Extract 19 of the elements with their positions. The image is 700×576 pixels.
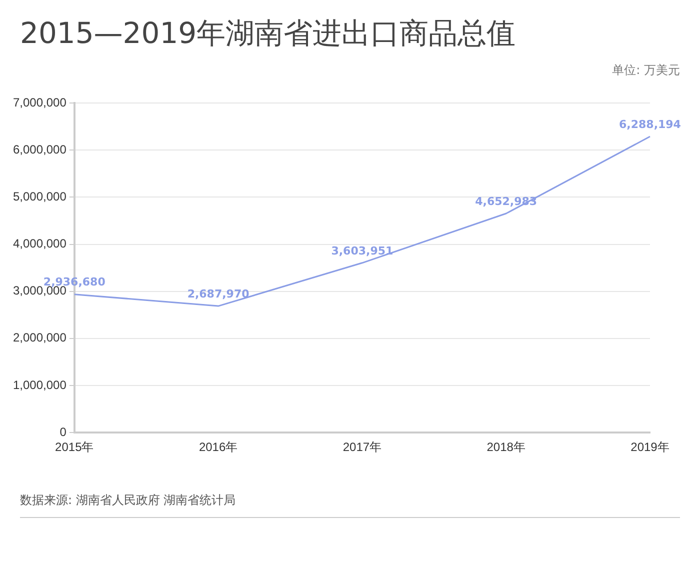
y-tick-label: 1,000,000 xyxy=(12,378,67,392)
x-tick-label: 2016年 xyxy=(198,440,238,454)
y-tick-label: 4,000,000 xyxy=(12,236,67,251)
x-tick-label: 2019年 xyxy=(630,440,670,454)
x-tick-label: 2015年 xyxy=(55,440,94,454)
chart-subtitle: 单位: 万美元 xyxy=(612,62,680,79)
data-label: 6,288,194 xyxy=(619,118,682,131)
chart-title: 2015—2019年湖南省进出口商品总值 xyxy=(20,15,516,52)
y-tick-label: 2,000,000 xyxy=(12,330,67,345)
source-note: 数据来源: 湖南省人民政府 湖南省统计局 xyxy=(20,492,680,518)
y-tick-label: 6,000,000 xyxy=(12,142,67,156)
data-label: 2,687,970 xyxy=(187,287,250,300)
data-label: 2,936,680 xyxy=(43,276,106,289)
x-tick-label: 2018年 xyxy=(486,440,526,454)
y-tick-label: 5,000,000 xyxy=(12,189,67,204)
y-tick-label: 0 xyxy=(60,424,67,439)
data-label: 3,603,951 xyxy=(331,244,394,258)
x-tick-label: 2017年 xyxy=(342,440,382,454)
y-tick-label: 7,000,000 xyxy=(12,95,67,110)
